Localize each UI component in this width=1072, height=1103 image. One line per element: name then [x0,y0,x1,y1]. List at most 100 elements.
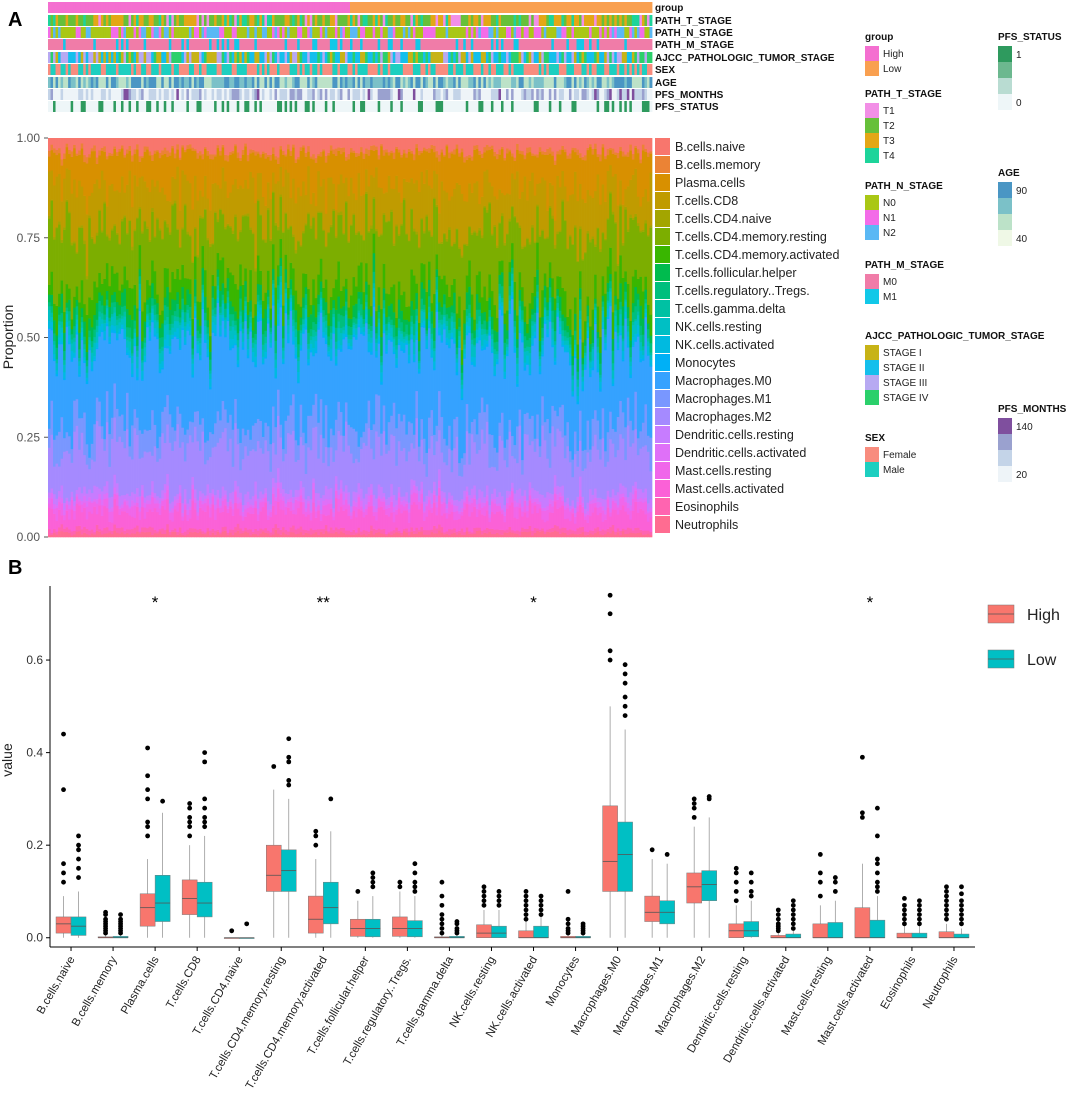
stacked-bar-segment [309,328,313,337]
annotation-cell [327,101,331,112]
annotation-cell [294,15,298,26]
annotation-cell [266,39,270,50]
annotation-cell [579,39,582,50]
stacked-bar-segment [254,155,258,204]
stacked-bar-segment [68,341,71,345]
stacked-bar-segment [246,154,250,162]
annotation-cell [251,27,255,38]
annotation-cell [88,77,92,88]
annotation-cell [186,52,190,63]
stacked-bar-segment [118,505,122,509]
annotation-cell [199,101,202,112]
stacked-bar-segment [332,533,336,538]
stacked-bar-segment [239,264,243,287]
annotation-cell [422,2,426,13]
annotation-cell [445,15,449,26]
annotation-cell [553,15,557,26]
stacked-bar-segment [191,500,195,529]
annotation-cell [65,39,69,50]
stacked-bar-segment [271,534,275,538]
stacked-bar-segment [302,432,306,446]
annotation-cell [448,2,452,13]
annotation-cell [224,39,228,50]
stacked-bar-segment [68,501,71,506]
stacked-bar-segment [110,316,114,326]
stacked-bar-segment [95,302,99,320]
annotation-cell [63,89,67,100]
annotation-cell [334,2,338,13]
annotation-cell [475,89,479,100]
stacked-bar-segment [329,348,333,359]
annotation-cell [407,77,411,88]
stacked-bar-segment [100,147,104,151]
annotation-cell [563,89,567,100]
stacked-bar-segment [105,290,109,300]
annotation-cell [60,101,64,112]
stacked-bar-segment [199,358,202,361]
stacked-bar-segment [312,482,316,490]
stacked-bar-segment [53,439,56,467]
annotation-cell [571,39,575,50]
stacked-bar-segment [123,215,127,218]
stacked-bar-segment [239,528,243,534]
annotation-cell [337,39,341,50]
annotation-cell [422,27,426,38]
stacked-bar-segment [251,347,255,353]
stacked-bar-segment [251,531,255,534]
stacked-bar-segment [317,529,321,535]
annotation-cell [518,101,522,112]
stacked-bar-segment [206,527,210,532]
annotation-cell [80,2,84,13]
annotation-cell [631,2,635,13]
annotation-cell [176,15,180,26]
stacked-bar-segment [317,329,321,423]
stacked-bar-segment [158,372,162,437]
stacked-bar-segment [123,494,127,500]
stacked-bar-segment [264,152,268,159]
stacked-bar-segment [191,476,195,485]
annotation-cell [100,52,104,63]
annotation-cell [55,2,59,13]
stacked-bar-segment [211,496,215,505]
stacked-bar-segment [55,435,59,464]
annotation-cell [440,77,444,88]
annotation-cell [410,101,414,112]
annotation-cell [53,77,56,88]
annotation-cell [573,52,577,63]
annotation-cell [485,39,489,50]
stacked-bar-segment [53,239,56,304]
annotation-cell [201,77,205,88]
stacked-bar-segment [264,292,268,310]
stacked-bar-segment [136,380,139,418]
annotation-cell [289,64,293,75]
stacked-bar-segment [284,288,288,294]
annotation-cell [254,52,258,63]
annotation-cell [78,77,82,88]
stacked-bar-segment [173,178,177,201]
annotation-cell [231,64,235,75]
annotation-cell [634,89,638,100]
annotation-cell [614,64,618,75]
annotation-cell [601,64,605,75]
annotation-cell [168,77,172,88]
stacked-bar-segment [158,363,162,372]
stacked-bar-segment [224,160,228,182]
annotation-cell [214,89,218,100]
annotation-cell [425,77,429,88]
annotation-cell [234,2,238,13]
stacked-bar-segment [100,295,104,306]
stacked-bar-segment [204,498,207,504]
annotation-cell [191,64,195,75]
annotation-cell [644,89,648,100]
stacked-bar-segment [171,427,175,451]
stacked-bar-segment [334,348,338,357]
annotation-cell [206,101,210,112]
stacked-bar-segment [244,138,248,144]
annotation-cell [347,89,351,100]
annotation-cell [402,27,406,38]
legend-swatch [865,133,879,148]
annotation-cell [55,77,59,88]
annotation-cell [355,15,358,26]
annotation-cell [143,2,147,13]
annotation-cell [450,77,454,88]
